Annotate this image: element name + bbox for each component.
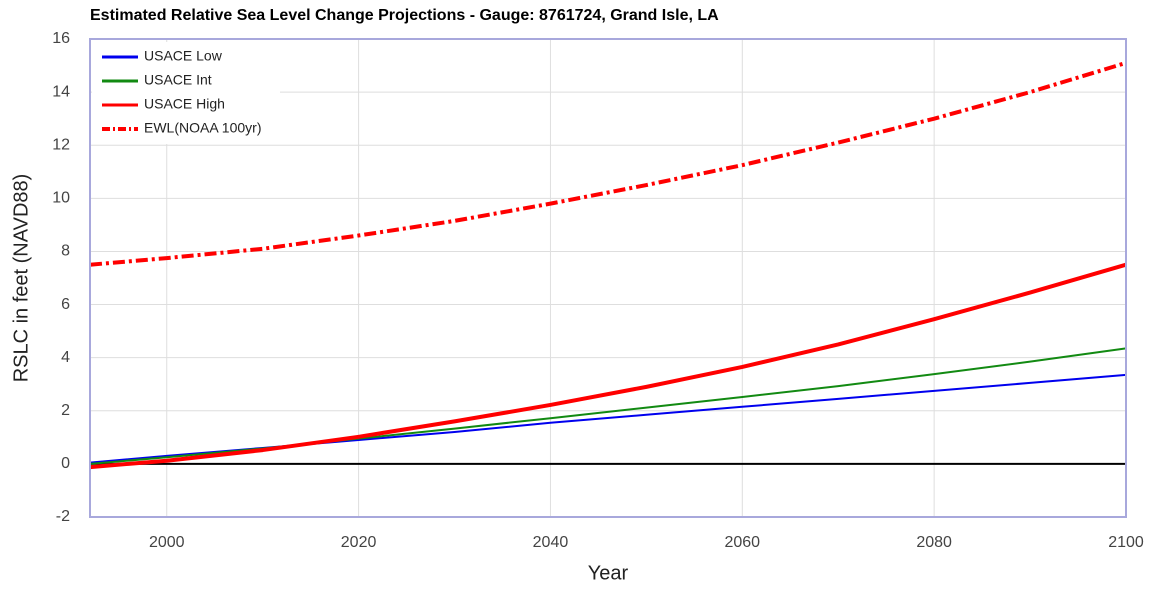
y-tick-label: 16 <box>52 30 70 47</box>
y-tick-label: 0 <box>61 455 70 472</box>
x-tick-label: 2020 <box>341 534 377 551</box>
series-line <box>89 347 1127 465</box>
chart-title: Estimated Relative Sea Level Change Proj… <box>90 7 719 24</box>
y-tick-label: 14 <box>52 83 70 100</box>
x-tick-label: 2100 <box>1108 534 1144 551</box>
legend-label: USACE Int <box>144 72 212 88</box>
plot-border <box>89 38 1127 518</box>
legend: USACE Low USACE Int USACE High EWL(NOAA 100… <box>92 42 280 144</box>
y-tick-label: 2 <box>61 402 70 419</box>
legend-label: USACE High <box>144 96 225 112</box>
x-axis-label: Year <box>588 562 629 584</box>
legend-label: EWL(NOAA 100yr) <box>144 120 261 136</box>
y-tick-label: 4 <box>61 349 70 366</box>
series-line <box>89 60 1127 267</box>
series-line <box>89 262 1127 470</box>
x-tick-label: 2040 <box>533 534 569 551</box>
y-tick-label: 12 <box>52 136 70 153</box>
y-tick-label: 6 <box>61 296 70 313</box>
x-tick-label: 2060 <box>724 534 760 551</box>
y-axis-label: RSLC in feet (NAVD88) <box>10 174 32 383</box>
x-tick-label: 2000 <box>149 534 185 551</box>
y-tick-label: -2 <box>56 508 70 525</box>
legend-label: USACE Low <box>144 48 223 64</box>
y-tick-label: 10 <box>52 190 70 207</box>
x-tick-label: 2080 <box>916 534 952 551</box>
y-tick-label: 8 <box>61 243 70 260</box>
